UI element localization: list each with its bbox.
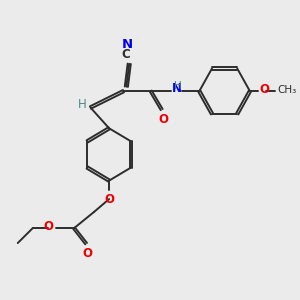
Text: CH₃: CH₃	[277, 85, 296, 95]
Text: H: H	[174, 81, 182, 91]
Text: O: O	[104, 193, 114, 206]
Text: O: O	[158, 113, 168, 126]
Text: N: N	[172, 82, 182, 95]
Text: O: O	[259, 83, 269, 97]
Text: N: N	[122, 38, 134, 51]
Text: O: O	[44, 220, 53, 233]
Text: C: C	[122, 48, 130, 62]
Text: H: H	[78, 98, 87, 111]
Text: O: O	[83, 247, 93, 260]
